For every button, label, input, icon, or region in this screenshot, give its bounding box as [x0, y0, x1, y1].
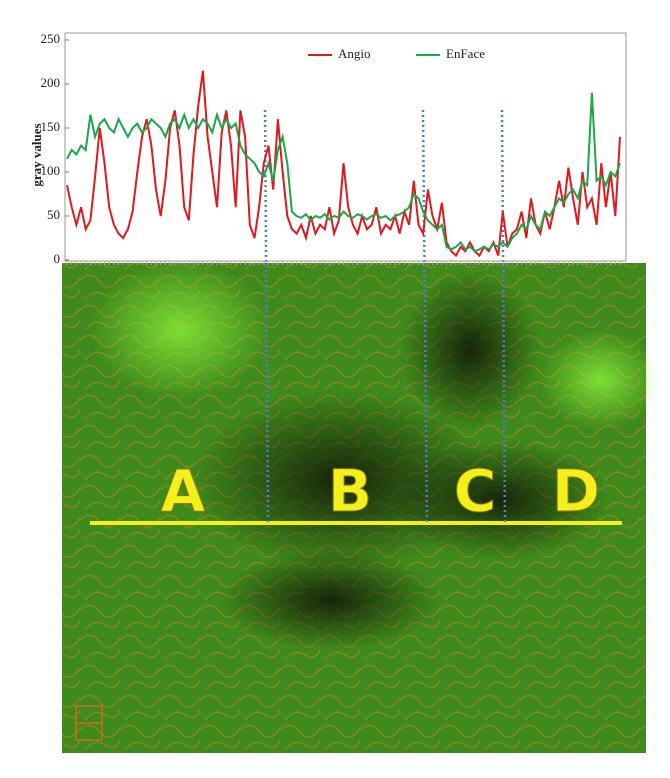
plot-frame — [64, 32, 627, 262]
region-label: B — [328, 457, 372, 525]
legend-label: EnFace — [446, 46, 485, 61]
y-tick-label: 50 — [47, 207, 60, 222]
y-tick-label: 250 — [41, 31, 61, 46]
region-label: A — [161, 457, 206, 525]
y-axis-label: gray values — [29, 123, 44, 186]
y-tick-label: 200 — [41, 75, 61, 90]
divider-lines — [263, 109, 507, 526]
oct-image — [62, 260, 660, 753]
y-tick-label: 100 — [41, 163, 61, 178]
y-tick-label: 150 — [41, 119, 61, 134]
series-line — [66, 70, 621, 258]
legend-label: Angio — [338, 46, 371, 61]
series-line — [66, 92, 621, 253]
region-label: D — [552, 457, 600, 525]
y-tick-label: 0 — [54, 251, 61, 266]
region-label: C — [454, 457, 497, 525]
